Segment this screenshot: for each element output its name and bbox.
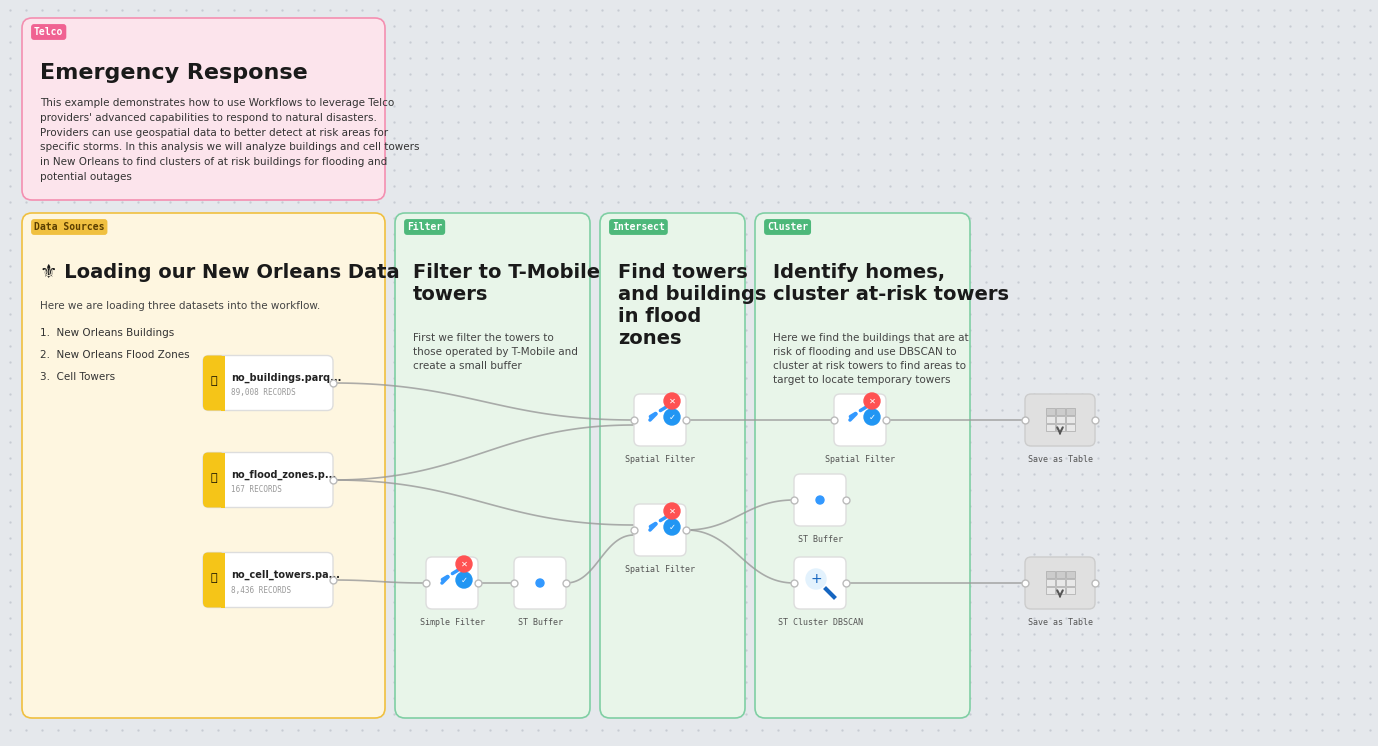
Text: 2.  New Orleans Flood Zones: 2. New Orleans Flood Zones xyxy=(40,350,190,360)
Text: no_buildings.parq...: no_buildings.parq... xyxy=(232,373,342,383)
FancyBboxPatch shape xyxy=(220,453,225,507)
Text: ✓: ✓ xyxy=(668,413,675,421)
Circle shape xyxy=(664,503,679,519)
Circle shape xyxy=(816,496,824,504)
Text: no_flood_zones.p...: no_flood_zones.p... xyxy=(232,470,336,480)
Text: ✕: ✕ xyxy=(460,560,467,568)
Text: 89,008 RECORDS: 89,008 RECORDS xyxy=(232,389,296,398)
FancyBboxPatch shape xyxy=(599,213,745,718)
FancyBboxPatch shape xyxy=(1046,408,1056,415)
FancyBboxPatch shape xyxy=(634,394,686,446)
Text: Emergency Response: Emergency Response xyxy=(40,63,307,83)
Text: Save as Table: Save as Table xyxy=(1028,455,1093,464)
FancyBboxPatch shape xyxy=(1067,416,1075,423)
Text: Spatial Filter: Spatial Filter xyxy=(626,455,695,464)
FancyBboxPatch shape xyxy=(203,453,225,507)
Text: 📋: 📋 xyxy=(211,376,218,386)
FancyBboxPatch shape xyxy=(755,213,970,718)
FancyBboxPatch shape xyxy=(1046,587,1056,594)
FancyBboxPatch shape xyxy=(220,356,225,410)
Text: Here we find the buildings that are at
risk of flooding and use DBSCAN to
cluste: Here we find the buildings that are at r… xyxy=(773,333,969,385)
Text: Intersect: Intersect xyxy=(612,222,664,232)
Text: Cluster: Cluster xyxy=(768,222,808,232)
FancyBboxPatch shape xyxy=(426,557,478,609)
FancyBboxPatch shape xyxy=(1046,571,1056,578)
FancyBboxPatch shape xyxy=(514,557,566,609)
FancyBboxPatch shape xyxy=(22,18,384,200)
Text: Spatial Filter: Spatial Filter xyxy=(626,565,695,574)
Circle shape xyxy=(864,393,881,409)
Text: 167 RECORDS: 167 RECORDS xyxy=(232,486,282,495)
Text: +: + xyxy=(810,572,821,586)
FancyBboxPatch shape xyxy=(1025,557,1096,609)
FancyBboxPatch shape xyxy=(1025,394,1096,446)
Text: 1.  New Orleans Buildings: 1. New Orleans Buildings xyxy=(40,328,174,338)
FancyBboxPatch shape xyxy=(203,453,333,507)
FancyBboxPatch shape xyxy=(203,553,333,607)
FancyBboxPatch shape xyxy=(794,474,846,526)
FancyBboxPatch shape xyxy=(1046,424,1056,431)
Text: ST Cluster DBSCAN: ST Cluster DBSCAN xyxy=(777,618,863,627)
Text: Filter to T-Mobile
towers: Filter to T-Mobile towers xyxy=(413,263,601,304)
FancyBboxPatch shape xyxy=(1056,416,1065,423)
FancyBboxPatch shape xyxy=(634,504,686,556)
FancyBboxPatch shape xyxy=(1046,416,1056,423)
Text: This example demonstrates how to use Workflows to leverage Telco
providers' adva: This example demonstrates how to use Wor… xyxy=(40,98,419,182)
Circle shape xyxy=(664,393,679,409)
Text: no_cell_towers.pa...: no_cell_towers.pa... xyxy=(232,570,340,580)
FancyBboxPatch shape xyxy=(1067,424,1075,431)
FancyBboxPatch shape xyxy=(203,356,225,410)
Text: Find towers
and buildings
in flood
zones: Find towers and buildings in flood zones xyxy=(617,263,766,348)
Circle shape xyxy=(536,579,544,587)
FancyBboxPatch shape xyxy=(1067,587,1075,594)
FancyBboxPatch shape xyxy=(1067,579,1075,586)
Text: Telco: Telco xyxy=(34,27,63,37)
Circle shape xyxy=(456,572,473,588)
Circle shape xyxy=(664,409,679,425)
Text: ✕: ✕ xyxy=(868,397,875,406)
FancyBboxPatch shape xyxy=(1056,424,1065,431)
Text: Filter: Filter xyxy=(407,222,442,232)
Text: 📋: 📋 xyxy=(211,473,218,483)
Text: ST Buffer: ST Buffer xyxy=(798,535,842,544)
FancyBboxPatch shape xyxy=(22,213,384,718)
Text: Identify homes,
cluster at-risk towers: Identify homes, cluster at-risk towers xyxy=(773,263,1009,304)
Text: ST Buffer: ST Buffer xyxy=(518,618,562,627)
FancyBboxPatch shape xyxy=(1056,579,1065,586)
FancyBboxPatch shape xyxy=(794,557,846,609)
Text: First we filter the towers to
those operated by T-Mobile and
create a small buff: First we filter the towers to those oper… xyxy=(413,333,577,371)
Text: 3.  Cell Towers: 3. Cell Towers xyxy=(40,372,116,382)
FancyBboxPatch shape xyxy=(1067,408,1075,415)
FancyBboxPatch shape xyxy=(1056,571,1065,578)
Text: ✓: ✓ xyxy=(460,575,467,585)
Text: ✕: ✕ xyxy=(668,397,675,406)
FancyBboxPatch shape xyxy=(220,553,225,607)
Text: 📋: 📋 xyxy=(211,573,218,583)
Text: Here we are loading three datasets into the workflow.: Here we are loading three datasets into … xyxy=(40,301,320,311)
Text: Data Sources: Data Sources xyxy=(34,222,105,232)
Circle shape xyxy=(664,519,679,535)
Text: ✓: ✓ xyxy=(668,522,675,531)
Text: Simple Filter: Simple Filter xyxy=(419,618,485,627)
Text: ⚜ Loading our New Orleans Data: ⚜ Loading our New Orleans Data xyxy=(40,263,400,282)
Text: 8,436 RECORDS: 8,436 RECORDS xyxy=(232,586,291,595)
FancyBboxPatch shape xyxy=(203,553,225,607)
Circle shape xyxy=(806,569,825,589)
Text: Save as Table: Save as Table xyxy=(1028,618,1093,627)
FancyBboxPatch shape xyxy=(1046,579,1056,586)
Text: Spatial Filter: Spatial Filter xyxy=(825,455,894,464)
Text: ✓: ✓ xyxy=(868,413,875,421)
Text: ✕: ✕ xyxy=(668,507,675,515)
FancyBboxPatch shape xyxy=(1067,571,1075,578)
FancyBboxPatch shape xyxy=(203,356,333,410)
FancyBboxPatch shape xyxy=(834,394,886,446)
FancyBboxPatch shape xyxy=(395,213,590,718)
Circle shape xyxy=(864,409,881,425)
FancyBboxPatch shape xyxy=(1056,408,1065,415)
Circle shape xyxy=(456,556,473,572)
FancyBboxPatch shape xyxy=(1056,587,1065,594)
